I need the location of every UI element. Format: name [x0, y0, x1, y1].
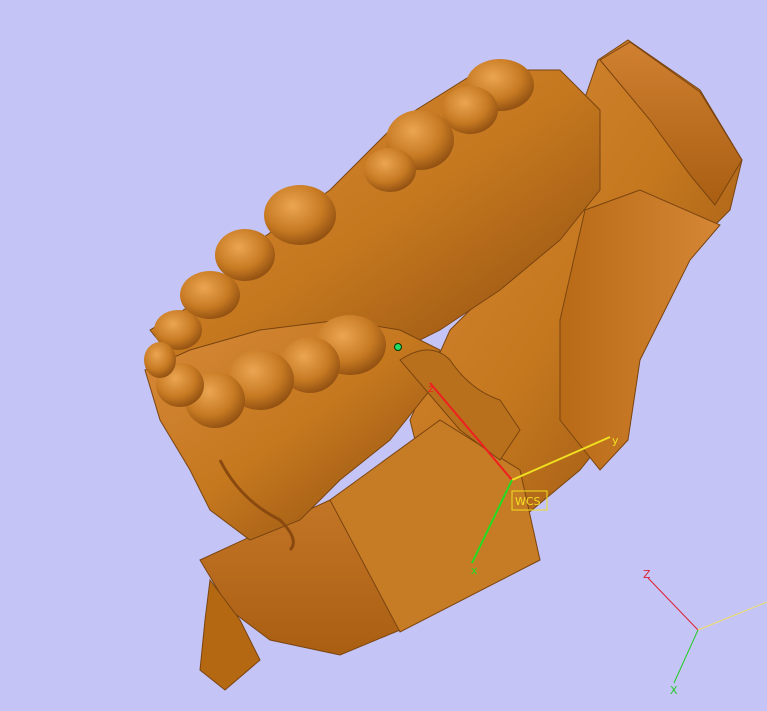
wcs-y-label: y: [612, 434, 619, 447]
upper-teeth: [154, 59, 534, 350]
triad-x-axis: [673, 629, 699, 684]
wcs-x-label: x: [471, 564, 478, 577]
wcs-y-axis: [511, 436, 611, 481]
model-base-bottom: [199, 578, 261, 691]
model-base-lower-face: [329, 419, 541, 633]
lower-teeth: [144, 315, 386, 428]
triad-z-label: Z: [643, 568, 651, 581]
model-block-right: [599, 41, 743, 206]
triad-x-label: X: [670, 684, 678, 697]
orientation-triad: Z X: [643, 568, 767, 697]
tongue-area: [399, 349, 521, 461]
wcs-label: WCS: [515, 495, 541, 508]
wcs-x-axis: [471, 479, 513, 564]
wcs-z-axis: [429, 382, 513, 481]
dental-model[interactable]: [144, 39, 743, 691]
wcs-z-label: z: [428, 382, 434, 395]
triad-y-axis: [697, 601, 767, 631]
triad-z-axis: [647, 577, 699, 631]
wcs-axes: z y x WCS: [428, 382, 619, 577]
wcs-label-box: [511, 490, 548, 511]
palate-fold: [218, 459, 295, 552]
model-block-side: [559, 189, 721, 471]
selection-marker[interactable]: [394, 343, 402, 351]
